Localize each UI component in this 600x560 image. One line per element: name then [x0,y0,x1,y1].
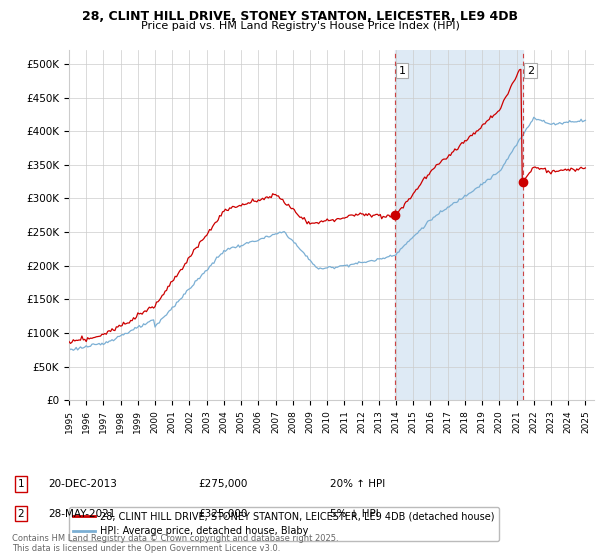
Text: 2: 2 [17,508,25,519]
Text: £275,000: £275,000 [198,479,247,489]
Text: Contains HM Land Registry data © Crown copyright and database right 2025.
This d: Contains HM Land Registry data © Crown c… [12,534,338,553]
Text: £325,000: £325,000 [198,508,247,519]
Text: 20-DEC-2013: 20-DEC-2013 [48,479,117,489]
Legend: 28, CLINT HILL DRIVE, STONEY STANTON, LEICESTER, LE9 4DB (detached house), HPI: : 28, CLINT HILL DRIVE, STONEY STANTON, LE… [68,507,499,542]
Text: 5% ↓ HPI: 5% ↓ HPI [330,508,379,519]
Text: 20% ↑ HPI: 20% ↑ HPI [330,479,385,489]
Text: Price paid vs. HM Land Registry's House Price Index (HPI): Price paid vs. HM Land Registry's House … [140,21,460,31]
Text: 2: 2 [527,66,534,76]
Text: 28-MAY-2021: 28-MAY-2021 [48,508,115,519]
Text: 1: 1 [17,479,25,489]
Text: 28, CLINT HILL DRIVE, STONEY STANTON, LEICESTER, LE9 4DB: 28, CLINT HILL DRIVE, STONEY STANTON, LE… [82,10,518,23]
Text: 1: 1 [398,66,406,76]
Bar [395,50,523,400]
